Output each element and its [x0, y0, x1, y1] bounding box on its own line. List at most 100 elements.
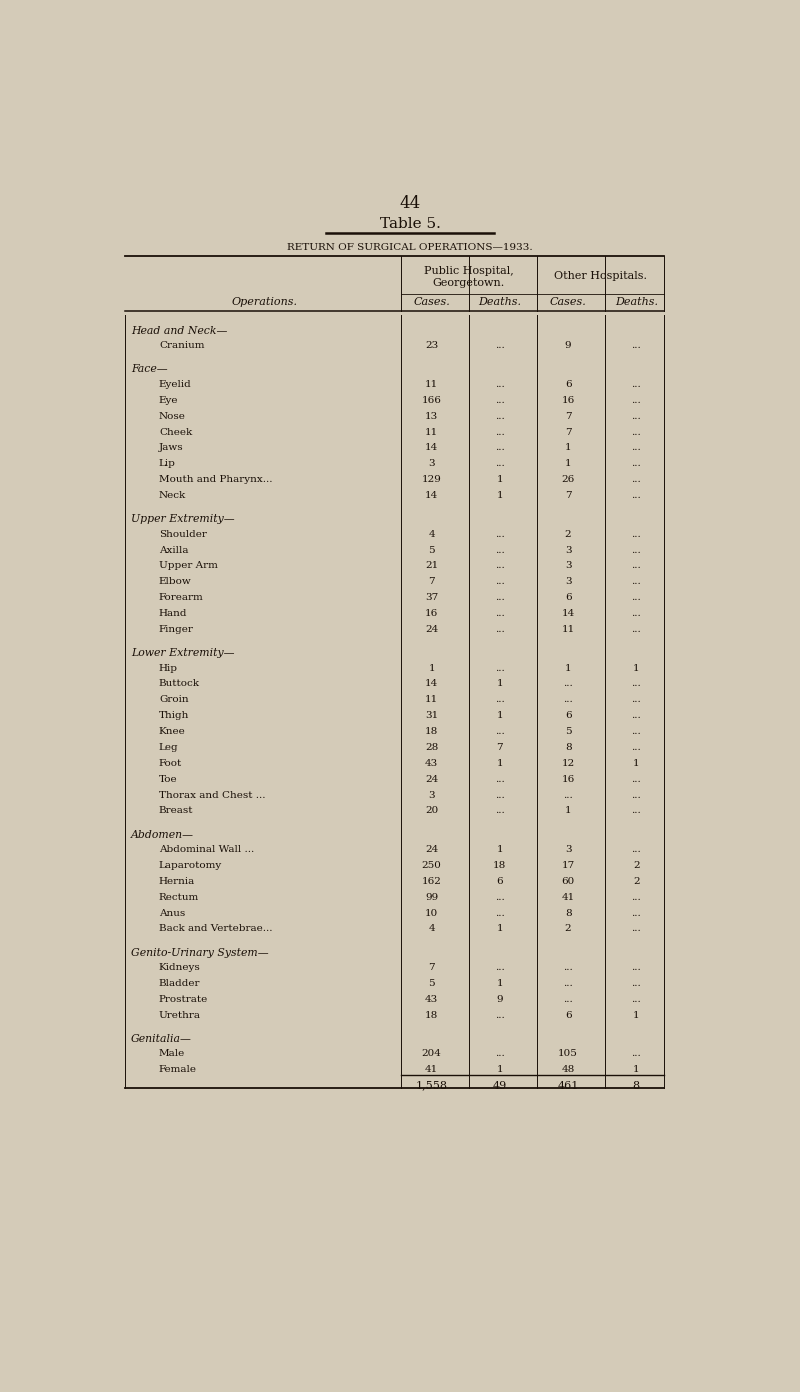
- Text: 7: 7: [428, 578, 435, 586]
- Text: 44: 44: [399, 195, 421, 212]
- Text: ...: ...: [631, 491, 641, 500]
- Text: Urethra: Urethra: [159, 1011, 201, 1020]
- Text: Knee: Knee: [159, 727, 186, 736]
- Text: 4: 4: [428, 530, 435, 539]
- Text: 17: 17: [562, 860, 574, 870]
- Text: ...: ...: [495, 625, 505, 633]
- Text: ...: ...: [631, 412, 641, 420]
- Text: Eyelid: Eyelid: [159, 380, 192, 388]
- Text: ...: ...: [495, 610, 505, 618]
- Text: 2: 2: [633, 860, 640, 870]
- Text: ...: ...: [495, 380, 505, 388]
- Text: ...: ...: [631, 774, 641, 784]
- Text: Toe: Toe: [159, 774, 178, 784]
- Text: 43: 43: [425, 759, 438, 768]
- Text: 48: 48: [562, 1065, 574, 1075]
- Text: Foot: Foot: [159, 759, 182, 768]
- Text: 1: 1: [565, 459, 571, 468]
- Text: ...: ...: [631, 711, 641, 720]
- Text: 21: 21: [425, 561, 438, 571]
- Text: Rectum: Rectum: [159, 892, 199, 902]
- Text: ...: ...: [495, 963, 505, 972]
- Text: 13: 13: [425, 412, 438, 420]
- Text: ...: ...: [631, 578, 641, 586]
- Text: ...: ...: [563, 791, 573, 799]
- Text: ...: ...: [631, 892, 641, 902]
- Text: Forearm: Forearm: [159, 593, 204, 603]
- Text: Upper Arm: Upper Arm: [159, 561, 218, 571]
- Text: 461: 461: [558, 1080, 578, 1091]
- Text: 3: 3: [565, 845, 571, 855]
- Text: ...: ...: [495, 892, 505, 902]
- Text: ...: ...: [495, 546, 505, 554]
- Text: Face—: Face—: [131, 365, 168, 374]
- Text: 49: 49: [493, 1080, 507, 1091]
- Text: 2: 2: [565, 924, 571, 934]
- Text: ...: ...: [495, 696, 505, 704]
- Text: Public Hospital,: Public Hospital,: [424, 266, 514, 276]
- Text: Breast: Breast: [159, 806, 194, 816]
- Text: 1: 1: [565, 806, 571, 816]
- Text: 31: 31: [425, 711, 438, 720]
- Text: ...: ...: [495, 561, 505, 571]
- Text: Upper Extremity—: Upper Extremity—: [131, 514, 234, 525]
- Text: 5: 5: [565, 727, 571, 736]
- Text: ...: ...: [631, 995, 641, 1004]
- Text: ...: ...: [631, 341, 641, 351]
- Text: 6: 6: [497, 877, 503, 885]
- Text: 24: 24: [425, 845, 438, 855]
- Text: 162: 162: [422, 877, 442, 885]
- Text: ...: ...: [495, 530, 505, 539]
- Text: 14: 14: [425, 444, 438, 452]
- Text: Lower Extremity—: Lower Extremity—: [131, 649, 234, 658]
- Text: ...: ...: [631, 696, 641, 704]
- Text: Axilla: Axilla: [159, 546, 189, 554]
- Text: Nose: Nose: [159, 412, 186, 420]
- Text: 1: 1: [497, 1065, 503, 1075]
- Text: ...: ...: [631, 679, 641, 689]
- Text: Back and Vertebrae...: Back and Vertebrae...: [159, 924, 272, 934]
- Text: Deaths.: Deaths.: [614, 296, 658, 308]
- Text: 14: 14: [425, 491, 438, 500]
- Text: 18: 18: [494, 860, 506, 870]
- Text: ...: ...: [563, 963, 573, 972]
- Text: Jaws: Jaws: [159, 444, 183, 452]
- Text: ...: ...: [563, 696, 573, 704]
- Text: 26: 26: [562, 475, 574, 484]
- Text: Abdominal Wall ...: Abdominal Wall ...: [159, 845, 254, 855]
- Text: ...: ...: [495, 806, 505, 816]
- Text: 18: 18: [425, 1011, 438, 1020]
- Text: Buttock: Buttock: [159, 679, 200, 689]
- Text: 3: 3: [565, 578, 571, 586]
- Text: 18: 18: [425, 727, 438, 736]
- Text: 1: 1: [565, 444, 571, 452]
- Text: 1: 1: [497, 711, 503, 720]
- Text: Finger: Finger: [159, 625, 194, 633]
- Text: ...: ...: [495, 427, 505, 437]
- Text: Prostrate: Prostrate: [159, 995, 208, 1004]
- Text: Mouth and Pharynx...: Mouth and Pharynx...: [159, 475, 272, 484]
- Text: 41: 41: [562, 892, 574, 902]
- Text: 8: 8: [565, 743, 571, 752]
- Text: ...: ...: [495, 593, 505, 603]
- Text: Bladder: Bladder: [159, 979, 200, 988]
- Text: Eye: Eye: [159, 395, 178, 405]
- Text: Genitalia—: Genitalia—: [131, 1034, 192, 1044]
- Text: Male: Male: [159, 1050, 185, 1058]
- Text: Neck: Neck: [159, 491, 186, 500]
- Text: ...: ...: [631, 593, 641, 603]
- Text: ...: ...: [495, 727, 505, 736]
- Text: ...: ...: [631, 444, 641, 452]
- Text: 3: 3: [428, 459, 435, 468]
- Text: 3: 3: [428, 791, 435, 799]
- Text: 3: 3: [565, 561, 571, 571]
- Text: Deaths.: Deaths.: [478, 296, 522, 308]
- Text: 204: 204: [422, 1050, 442, 1058]
- Text: 2: 2: [565, 530, 571, 539]
- Text: ...: ...: [631, 845, 641, 855]
- Text: Table 5.: Table 5.: [379, 217, 441, 231]
- Text: 8: 8: [633, 1080, 640, 1091]
- Text: 1: 1: [633, 1065, 640, 1075]
- Text: 16: 16: [562, 395, 574, 405]
- Text: ...: ...: [631, 924, 641, 934]
